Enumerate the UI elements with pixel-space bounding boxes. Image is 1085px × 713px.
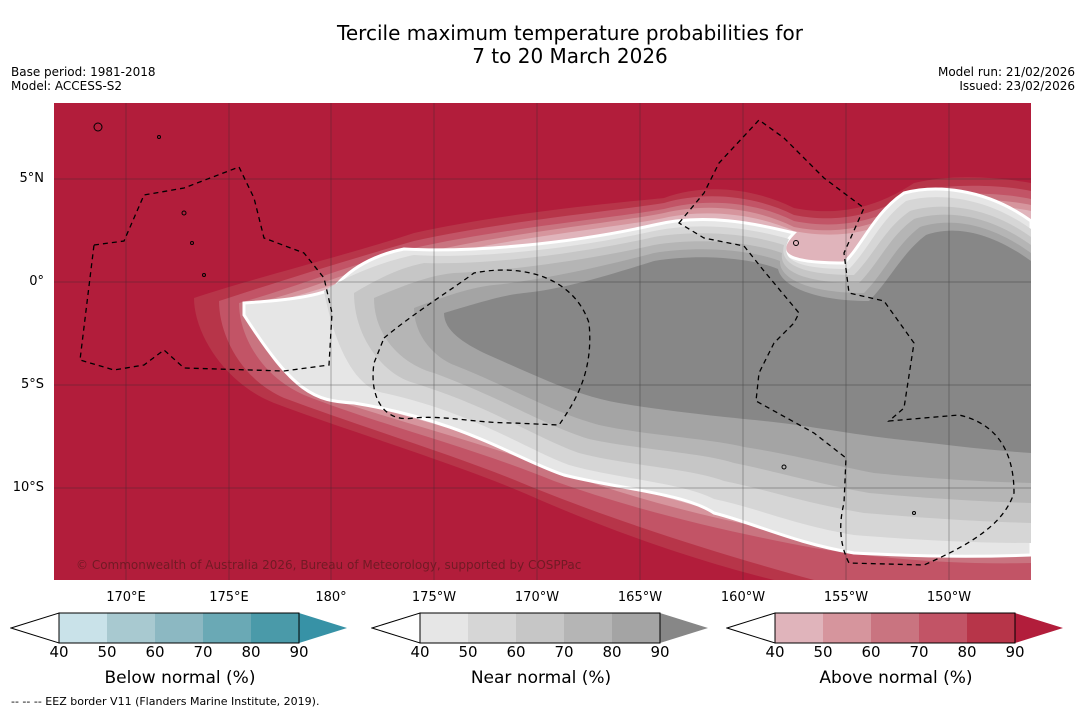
cb-above-tick: 70	[909, 643, 929, 661]
cb-below-seg-3	[203, 613, 251, 643]
map-title: Tercile maximum temperature probabilitie…	[270, 22, 870, 68]
lon-label-160w: 160°W	[720, 590, 766, 605]
cb-above-tick: 40	[765, 643, 785, 661]
cb-below-tick: 90	[289, 643, 309, 661]
above-normal-label: Above normal (%)	[819, 668, 973, 688]
cb-above-extend-low	[726, 612, 776, 644]
meta-left: Base period: 1981-2018 Model: ACCESS-S2	[11, 65, 156, 93]
near-normal-90	[444, 230, 1031, 453]
cb-below-seg-4	[251, 613, 299, 643]
cb-above-tick: 50	[813, 643, 833, 661]
below-normal-label: Below normal (%)	[104, 668, 256, 688]
cb-near-tick: 70	[554, 643, 574, 661]
lon-label-165w: 165°W	[617, 590, 663, 605]
cb-near-seg-4	[612, 613, 660, 643]
cb-above-tick: 90	[1005, 643, 1025, 661]
cb-near-tick: 40	[410, 643, 430, 661]
cb-below-tick: 50	[97, 643, 117, 661]
lon-label-150w: 150°W	[926, 590, 972, 605]
cb-above-seg-0	[775, 613, 823, 643]
model-name: Model: ACCESS-S2	[11, 79, 123, 93]
lat-label-5s: 5°S	[20, 377, 44, 392]
cb-near-seg-1	[468, 613, 516, 643]
cb-above-seg-2	[871, 613, 919, 643]
cb-above-seg-5	[1015, 613, 1063, 643]
copyright-notice: © Commonwealth of Australia 2026, Bureau…	[76, 558, 582, 572]
eez-borders	[79, 119, 1015, 566]
cb-below-tick: 60	[145, 643, 165, 661]
lon-label-170w: 170°W	[514, 590, 560, 605]
cb-above-tick: 60	[861, 643, 881, 661]
above-normal-colorbar	[726, 612, 1063, 644]
cb-below-seg-1	[107, 613, 155, 643]
cb-near-seg-2	[516, 613, 564, 643]
cb-above-seg-3	[919, 613, 967, 643]
model-run: Model run: 21/02/2026	[937, 65, 1075, 79]
base-period: Base period: 1981-2018	[11, 65, 156, 79]
map-svg	[54, 103, 1031, 580]
title-line-1: Tercile maximum temperature probabilitie…	[337, 21, 803, 45]
lat-label-0: 0°	[29, 274, 44, 289]
cb-below-tick: 40	[49, 643, 69, 661]
cb-near-extend-low	[371, 612, 421, 644]
lon-label-175e: 175°E	[209, 590, 249, 605]
cb-below-seg-5	[299, 613, 347, 643]
cb-near-seg-0	[420, 613, 468, 643]
cb-near-seg-5	[660, 613, 708, 643]
graticule	[54, 103, 1031, 580]
near-normal-colorbar	[371, 612, 708, 644]
islands	[93, 122, 916, 515]
cb-above-tick: 80	[957, 643, 977, 661]
cb-near-tick: 50	[458, 643, 478, 661]
cb-above-seg-1	[823, 613, 871, 643]
cb-below-extend-low	[10, 612, 60, 644]
cb-below-seg-2	[155, 613, 203, 643]
lat-label-5n: 5°N	[19, 171, 45, 186]
cb-below-seg-0	[59, 613, 107, 643]
cb-near-tick: 90	[650, 643, 670, 661]
cb-near-tick: 80	[602, 643, 622, 661]
lon-label-180: 180°	[315, 590, 347, 605]
eez-footnote: -- -- -- EEZ border V11 (Flanders Marine…	[11, 695, 320, 708]
title-line-2: 7 to 20 March 2026	[472, 44, 668, 68]
cb-near-seg-3	[564, 613, 612, 643]
cb-below-tick: 70	[193, 643, 213, 661]
cb-near-tick: 60	[506, 643, 526, 661]
probability-map: © Commonwealth of Australia 2026, Bureau…	[54, 103, 1031, 580]
below-normal-colorbar	[10, 612, 347, 644]
cb-above-seg-4	[967, 613, 1015, 643]
issued-date: Issued: 23/02/2026	[959, 79, 1075, 93]
lat-label-10s: 10°S	[12, 480, 44, 495]
meta-right: Model run: 21/02/2026 Issued: 23/02/2026	[938, 65, 1075, 93]
lon-label-155w: 155°W	[823, 590, 869, 605]
lon-label-175w: 175°W	[411, 590, 457, 605]
lon-label-170e: 170°E	[106, 590, 146, 605]
cb-below-tick: 80	[241, 643, 261, 661]
near-normal-label: Near normal (%)	[470, 668, 612, 688]
